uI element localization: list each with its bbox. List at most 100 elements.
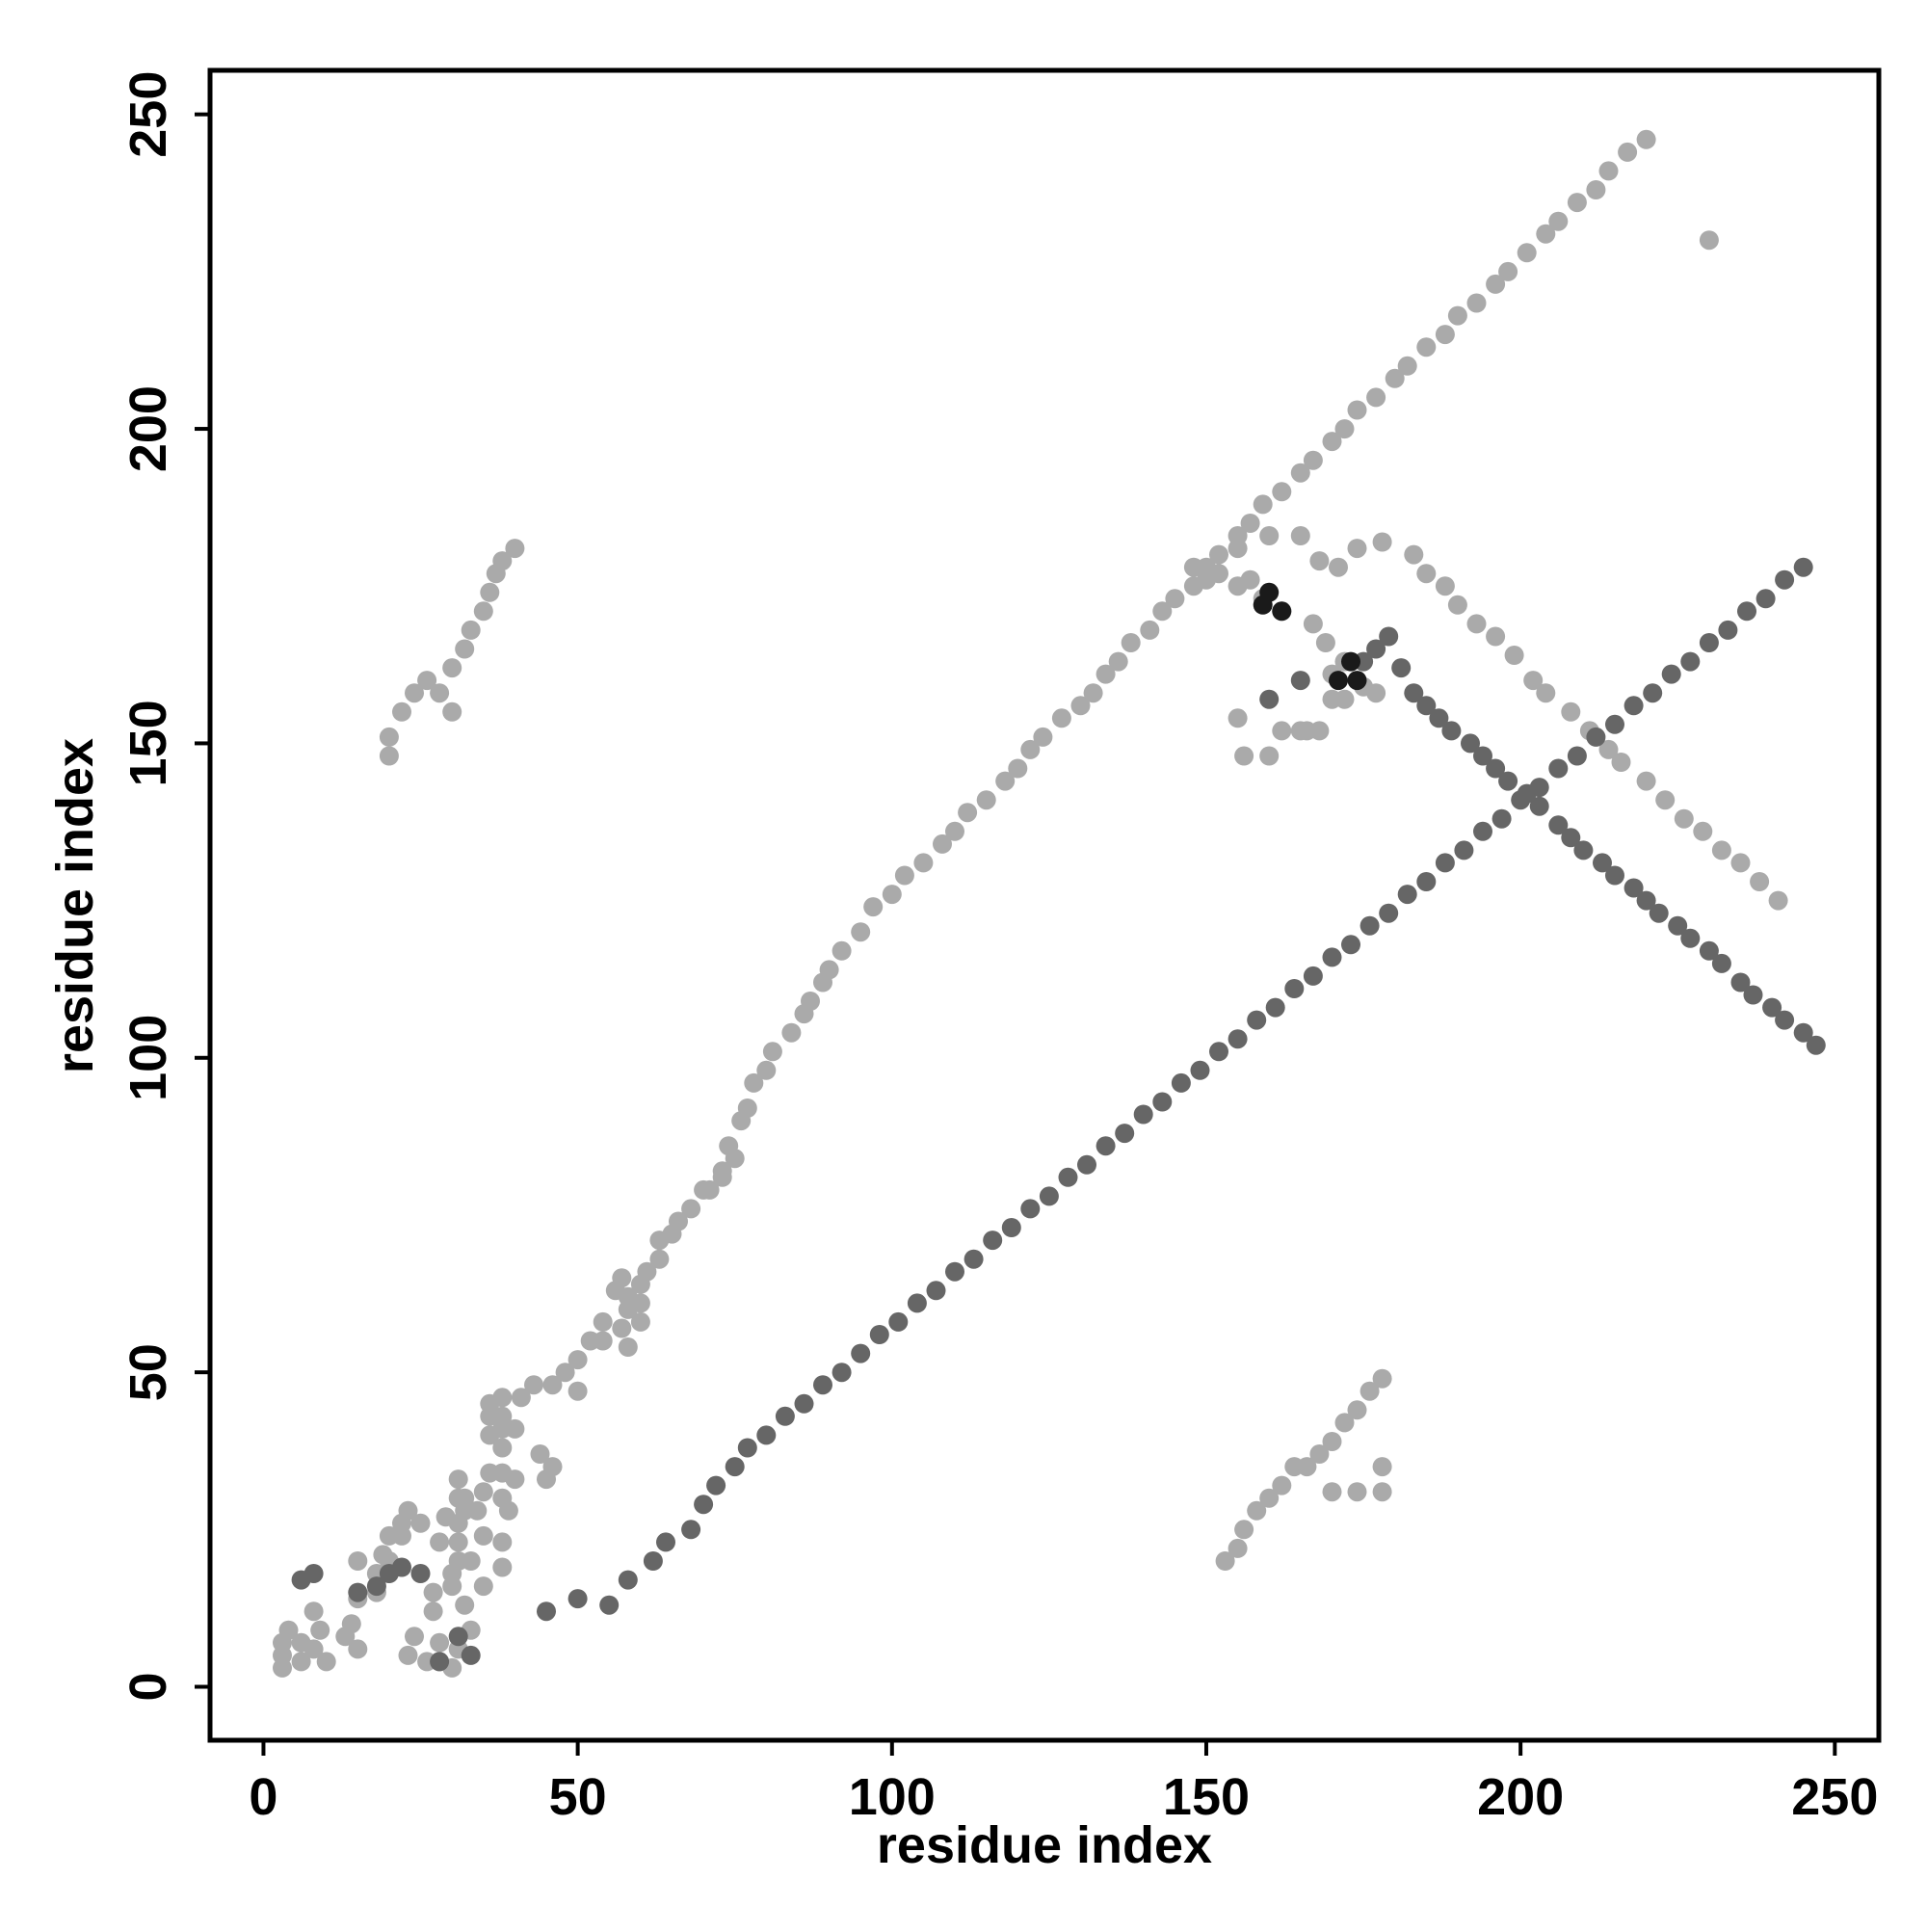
contact-point-light-94 (700, 1179, 720, 1200)
contact-point-light-155 (1548, 211, 1569, 231)
contact-point-light-85 (612, 1268, 632, 1288)
contact-point-light-34 (473, 1525, 493, 1546)
contact-point-light-206 (1674, 808, 1694, 829)
contact-point-mid-97 (1605, 865, 1624, 886)
contact-point-mid-32 (964, 1249, 984, 1269)
contact-point-mid-24 (813, 1375, 832, 1395)
contact-point-mid-10 (537, 1601, 556, 1622)
contact-point-light-77 (618, 1337, 638, 1357)
contact-point-light-112 (882, 885, 902, 905)
contact-point-light-195 (1466, 614, 1487, 634)
contact-point-mid-72 (1718, 620, 1738, 640)
contact-point-mid-84 (1416, 696, 1437, 716)
contact-point-mid-94 (1561, 828, 1581, 848)
y-tick-label-0: 0 (119, 1672, 177, 1701)
contact-point-mid-3 (366, 1576, 386, 1597)
contact-point-light-165 (1227, 708, 1248, 728)
contact-point-light-8 (316, 1652, 336, 1672)
contact-point-light-191 (1404, 544, 1424, 565)
contact-point-light-137 (1253, 494, 1273, 515)
contact-point-light-21 (430, 1632, 450, 1653)
contact-point-light-140 (1303, 450, 1323, 470)
y-tick-label-3: 150 (119, 700, 177, 786)
contact-point-light-214 (392, 701, 411, 722)
contact-point-mid-54 (1379, 903, 1399, 923)
contact-point-light-240 (1372, 1368, 1392, 1389)
contact-point-light-114 (913, 853, 934, 873)
contact-point-light-7 (310, 1620, 330, 1640)
contact-point-light-131 (1165, 589, 1185, 609)
contact-point-light-136 (1240, 514, 1260, 533)
contact-point-light-142 (1334, 419, 1355, 439)
contact-point-light-56 (492, 1438, 513, 1458)
x-tick-label-4: 200 (1477, 1768, 1564, 1826)
contact-point-mid-96 (1593, 853, 1612, 873)
contact-point-light-176 (1303, 614, 1323, 634)
contact-point-light-78 (612, 1318, 632, 1338)
contact-point-light-51 (467, 1500, 488, 1521)
contact-point-mid-14 (643, 1551, 663, 1571)
contact-point-light-18 (398, 1645, 418, 1665)
contact-point-mid-36 (1039, 1186, 1059, 1206)
contact-point-mid-60 (1491, 808, 1512, 829)
contact-point-light-188 (1329, 557, 1348, 577)
contact-point-light-104 (781, 1022, 802, 1043)
contact-point-light-68 (492, 1388, 513, 1408)
contact-point-light-73 (555, 1363, 575, 1383)
contact-point-mid-33 (983, 1231, 1003, 1251)
x-tick-label-2: 100 (849, 1768, 936, 1826)
contact-point-light-231 (1259, 1488, 1280, 1508)
contact-point-light-41 (430, 1532, 450, 1552)
contact-point-light-100 (737, 1098, 757, 1118)
contact-point-mid-69 (1661, 664, 1681, 684)
contact-point-light-190 (1372, 532, 1392, 552)
plot-frame (207, 67, 1882, 1743)
contact-point-light-127 (1108, 651, 1128, 672)
contact-point-light-87 (637, 1261, 657, 1282)
contact-point-mid-25 (832, 1363, 852, 1383)
contact-point-mid-91 (1517, 783, 1537, 804)
contact-point-mid-41 (1133, 1104, 1153, 1125)
contact-point-light-221 (461, 620, 481, 640)
contact-point-light-121 (1020, 739, 1041, 759)
contact-point-light-69 (511, 1388, 531, 1408)
contact-point-mid-44 (1190, 1060, 1210, 1080)
contact-point-mid-12 (599, 1595, 620, 1615)
contact-point-mid-46 (1227, 1029, 1248, 1049)
contact-point-dark-3 (1329, 671, 1348, 691)
contact-point-light-235 (1309, 1444, 1330, 1464)
contact-point-light-88 (649, 1249, 670, 1269)
contact-point-mid-98 (1623, 878, 1644, 898)
contact-point-light-200 (1561, 701, 1581, 722)
contact-point-mid-67 (1623, 696, 1644, 716)
contact-point-mid-57 (1435, 853, 1455, 873)
contact-point-light-243 (1372, 1482, 1392, 1502)
contact-point-light-92 (681, 1199, 701, 1219)
contact-point-mid-40 (1115, 1124, 1135, 1144)
contact-point-light-139 (1290, 463, 1310, 483)
contact-point-mid-107 (1762, 997, 1782, 1018)
contact-point-light-232 (1272, 1475, 1292, 1495)
contact-point-light-150 (1466, 293, 1487, 313)
contact-point-light-166 (1272, 721, 1292, 741)
contact-point-light-146 (1397, 356, 1417, 376)
contact-point-mid-64 (1567, 746, 1587, 766)
contact-point-mid-78 (1290, 671, 1310, 691)
contact-point-light-148 (1435, 325, 1455, 345)
contact-point-mid-106 (1743, 985, 1763, 1005)
contact-point-light-223 (480, 582, 500, 602)
x-tick-label-5: 250 (1791, 1768, 1878, 1826)
contact-point-light-113 (894, 865, 914, 886)
contact-point-light-33 (492, 1532, 513, 1552)
contact-point-light-64 (480, 1425, 500, 1445)
x-tick-label-3: 150 (1163, 1768, 1250, 1826)
contact-point-light-182 (1197, 569, 1216, 590)
contact-point-light-4 (291, 1652, 311, 1672)
contact-point-mid-34 (1001, 1218, 1021, 1237)
contact-point-light-194 (1447, 595, 1467, 615)
contact-point-light-102 (756, 1060, 777, 1080)
contact-point-light-11 (341, 1614, 361, 1634)
contact-point-light-226 (505, 539, 525, 559)
contact-point-light-25 (423, 1601, 443, 1622)
contact-point-light-72 (568, 1381, 588, 1401)
